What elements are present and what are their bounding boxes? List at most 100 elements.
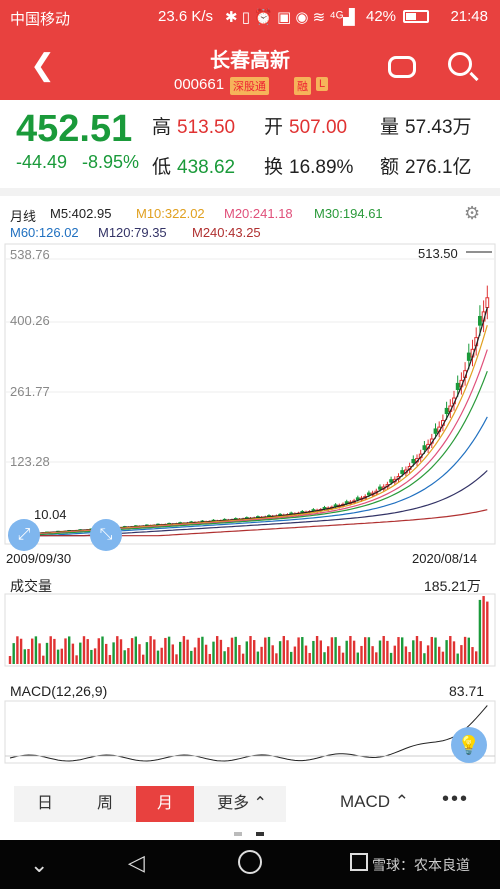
volume-bar [441,651,445,664]
nav-home-icon[interactable] [238,850,262,874]
nav-recents-icon[interactable] [350,853,368,871]
volume-bar [267,636,271,664]
volume-bar [249,636,252,664]
chevron-left-icon[interactable]: ❮ [30,49,56,82]
volume-bar [315,636,319,664]
volume-bar [19,638,23,664]
volume-bar [419,641,422,664]
period-tabs: 日 周 月 更多 ⌃ [14,786,286,822]
volume-bar [290,651,293,664]
volume-value: 57.43万 [405,117,472,138]
volume-bar [397,637,400,664]
open-value: 507.00 [289,117,348,138]
more-dots-icon[interactable]: ••• [442,788,470,810]
tab-more[interactable]: 更多 ⌃ [217,795,267,812]
volume-bar [449,636,452,664]
lightbulb-icon[interactable]: 💡 [451,727,487,763]
ma-label: M240:43.25 [192,225,261,240]
candle-body [485,297,490,309]
robot-icon[interactable] [388,56,416,78]
volume-bar [301,637,304,664]
volume-bar [45,642,49,664]
volume-bar [12,643,15,664]
battery-label: 42% [366,8,397,25]
volume-bar [382,636,385,664]
macd-max-label: 83.71 [449,683,485,699]
volume-bar [197,637,200,664]
volume-bar [8,656,12,664]
volume-title: 成交量 [10,578,52,594]
candle-body [466,352,471,361]
volume-bar [486,601,489,664]
volume-bar [308,652,311,664]
l-badge: L [316,77,329,91]
stock-name: 长春高新 [210,50,290,72]
candle-body [378,486,382,490]
volume-bar [338,645,341,664]
volume-bar [467,637,470,664]
battery-icon [403,10,429,23]
tab-month[interactable]: 月 [136,786,194,822]
volume-bar [212,641,215,664]
candle-body [367,492,371,496]
clock: 21:48 [450,8,488,25]
volume-bar [319,640,322,664]
y-tick-label: 538.76 [10,247,50,262]
volume-bar [71,643,75,664]
end-date-label: 2020/08/14 [412,551,478,566]
tab-day[interactable]: 日 [36,795,53,812]
volume-bar [352,640,356,664]
volume-bar [241,653,245,664]
amount-label: 额 [380,157,400,178]
volume-bar [349,636,352,664]
macd-frame [4,700,496,764]
ma-label: M5:402.95 [50,206,112,221]
quote-panel: 452.51 -44.49 -8.95% 高 513.50 低 438.62 开 50… [0,100,500,188]
volume-bar [186,639,189,664]
expand-icon[interactable]: ⤡ [90,519,122,551]
volume-bar [119,639,123,664]
tab-week[interactable]: 周 [96,795,113,812]
network-speed: 23.6 K/s [158,8,214,25]
nav-back-icon[interactable]: ◁ [128,850,145,875]
volume-bar [438,646,441,664]
volume-bar [278,641,282,664]
volume-bar [404,646,408,664]
volume-bar [367,637,371,664]
carrier-label: 中国移动 [10,11,71,28]
price-change-pct: -8.95% [82,152,140,172]
gear-icon[interactable]: ⚙ [464,203,481,223]
volume-bar [27,648,30,664]
volume-bar [426,645,430,664]
candle-body [422,445,427,450]
indicator-select[interactable]: MACD ⌃ [340,792,410,811]
volume-bar [341,652,345,664]
y-tick-label: 123.28 [10,454,50,469]
volume-bar [171,644,174,664]
zoom-out-icon[interactable]: ⤢ [8,519,40,551]
volume-bar [34,636,38,664]
volume-bar [452,641,456,664]
volume-bar [142,654,145,664]
open-label: 开 [264,117,284,138]
amount-value: 276.1亿 [405,157,472,178]
volume-bar [312,640,315,664]
volume-bar [112,642,115,664]
volume-bar [389,652,393,664]
nav-back-icon[interactable]: ⌄ [30,852,49,877]
volume-bar [42,655,45,664]
volume-bar [167,636,171,664]
start-date-label: 2009/09/30 [6,551,72,566]
volume-bar [264,637,267,664]
search-icon[interactable] [448,52,472,76]
volume-bar [208,653,211,664]
volume-bar [82,636,86,664]
volume-bar [16,636,19,664]
volume-bar [216,636,219,664]
ma-line [10,416,488,537]
volume-bar [260,646,263,664]
page-indicator [256,832,264,836]
kline-chart-panel[interactable]: 月线 M5:402.95 M10:322.02 M20:241.18 M30:1… [0,188,500,768]
volume-bar [434,637,437,664]
volume-bar [327,646,330,664]
